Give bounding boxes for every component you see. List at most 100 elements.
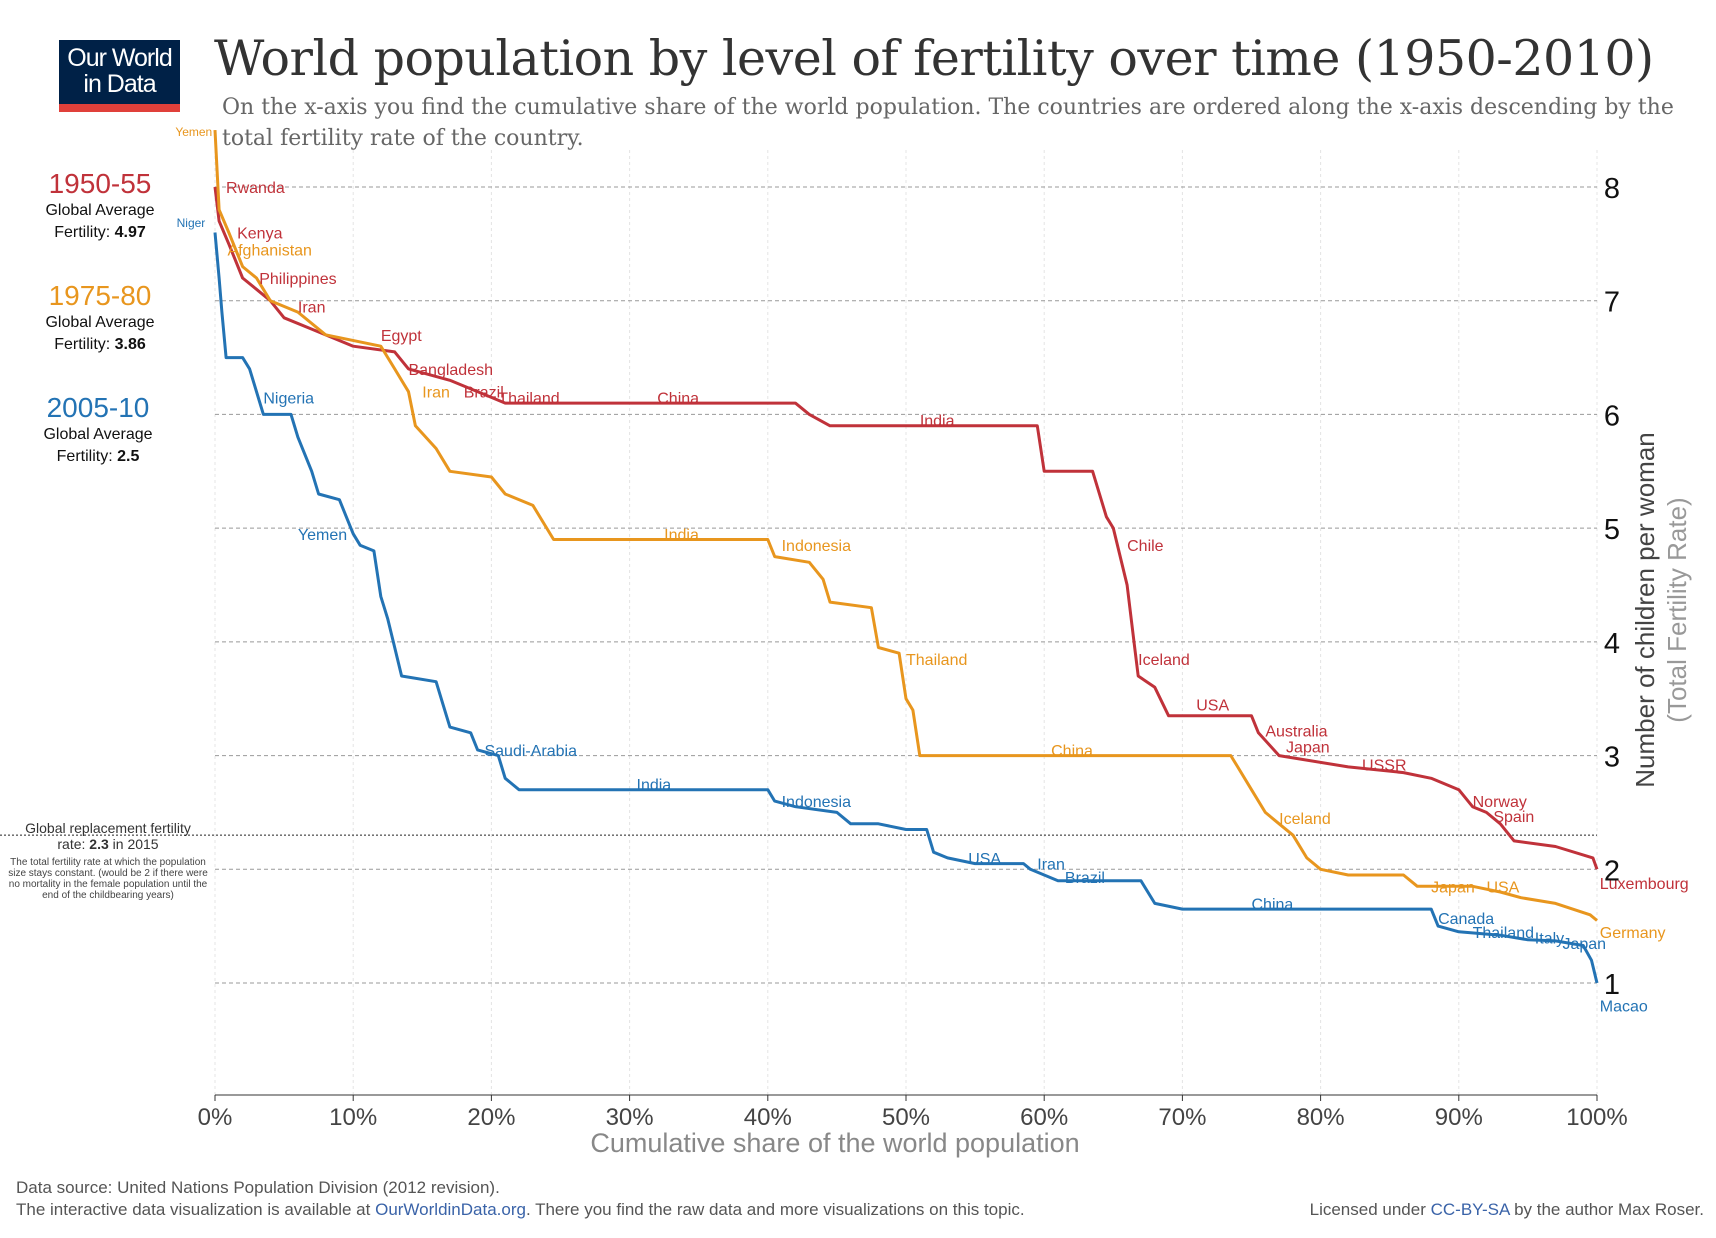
country-label: Iceland [1138, 652, 1190, 669]
grid [214, 150, 1598, 1095]
country-label: Macao [1600, 999, 1648, 1016]
y-tick-label: 6 [1604, 400, 1620, 432]
y-tick-label: 3 [1604, 742, 1620, 774]
y-tick-label: 5 [1604, 514, 1620, 546]
country-label: Iceland [1279, 811, 1331, 828]
country-label: Luxembourg [1600, 876, 1689, 893]
legend-2005: 2005-10 Global Average Fertility: 2.5 [18, 392, 178, 468]
country-label: Egypt [381, 328, 422, 345]
country-label: Germany [1600, 925, 1666, 942]
country-label: Brazil [464, 385, 504, 402]
legend-label: Fertility: [54, 336, 111, 353]
owid-link[interactable]: OurWorldinData.org [375, 1200, 526, 1219]
country-label: Norway [1473, 794, 1527, 811]
legend-1975: 1975-80 Global Average Fertility: 3.86 [20, 280, 180, 356]
country-label: India [920, 413, 955, 430]
legend-period: 2005-10 [46, 392, 150, 423]
country-label: Thailand [1473, 925, 1534, 942]
x-tick-label: 80% [1297, 1104, 1345, 1131]
y-tick-label: 2 [1604, 855, 1620, 887]
legend-label: Fertility: [56, 448, 113, 465]
country-label: Japan [1431, 879, 1475, 896]
x-tick-label: 90% [1435, 1104, 1483, 1131]
country-label: Bangladesh [408, 362, 493, 379]
legend-label: Fertility: [54, 224, 111, 241]
country-label: Australia [1265, 724, 1327, 741]
replacement-line1: Global replacement fertility [25, 820, 191, 836]
series-line-1975-80 [213, 130, 1598, 922]
x-tick-label: 70% [1158, 1104, 1206, 1131]
chart-subtitle: On the x-axis you find the cumulative sh… [222, 95, 1674, 151]
license-link[interactable]: CC-BY-SA [1430, 1200, 1510, 1219]
x-tick-label: 10% [329, 1104, 377, 1131]
country-label: Canada [1438, 911, 1494, 928]
owid-logo[interactable]: Our World in Data [59, 40, 180, 112]
legend-1950: 1950-55 Global Average Fertility: 4.97 [20, 168, 180, 244]
x-tick-label: 30% [606, 1104, 654, 1131]
footer-text-a: The interactive data visualization is av… [16, 1200, 376, 1219]
country-label: India [664, 527, 699, 544]
series-line-2005-10 [213, 232, 1599, 984]
replacement-rate-prefix: rate: [57, 836, 90, 852]
country-labels: Rwanda Kenya Philippines Iran Egypt Banglades… [175, 125, 1688, 1016]
x-tick-label: 20% [467, 1104, 515, 1131]
country-label: USSR [1362, 758, 1406, 775]
country-label: Indonesia [782, 794, 851, 811]
replacement-rate-year: in 2015 [108, 836, 159, 852]
footer-text-b: . There you find the raw data and more v… [525, 1200, 1025, 1219]
logo-line2: in Data [83, 70, 156, 98]
country-label: Iran [298, 299, 326, 316]
country-label: Indonesia [782, 538, 851, 555]
x-tick-label: 50% [882, 1104, 930, 1131]
country-label: Spain [1493, 809, 1534, 826]
country-label: Japan [1286, 739, 1330, 756]
country-label: Italy [1535, 931, 1564, 948]
x-tick-label: 40% [744, 1104, 792, 1131]
x-tick-label: 60% [1020, 1104, 1068, 1131]
replacement-rate-value: 2.3 [89, 836, 109, 852]
series-lines [213, 130, 1599, 984]
replacement-note: The total fertility rate at which the po… [8, 857, 208, 901]
country-label: Rwanda [226, 180, 285, 197]
country-label: USA [1486, 879, 1519, 896]
legend-period: 1975-80 [48, 280, 152, 311]
country-label: India [637, 777, 672, 794]
legend-value: 2.5 [117, 448, 140, 465]
country-label: Saudi-Arabia [484, 743, 577, 760]
legend-value: 4.97 [114, 224, 146, 241]
country-label: USA [1196, 697, 1229, 714]
legend-period: 1950-55 [48, 168, 152, 199]
y-axis-title: Number of children per woman [1630, 432, 1660, 788]
y-tick-label: 4 [1604, 628, 1620, 660]
license-text-a: Licensed under [1309, 1200, 1431, 1219]
legend-line1: Global Average [43, 426, 153, 443]
x-ticks: 0% 10% 20% 30% 40% 50% 60% 70% 80% 90% 100% [198, 1095, 1628, 1131]
license-text-b: by the author Max Roser. [1509, 1200, 1704, 1219]
legend-value: 3.86 [114, 336, 146, 353]
country-label: China [1252, 896, 1294, 913]
country-label: Chile [1127, 538, 1164, 555]
legend-line2: Fertility: 2.5 [18, 446, 178, 468]
country-label: Philippines [259, 271, 336, 288]
legend-line1: Global Average [45, 202, 155, 219]
country-label: Japan [1562, 936, 1606, 953]
country-label: Thailand [906, 652, 967, 669]
y-axis-subtitle: (Total Fertility Rate) [1662, 497, 1692, 722]
legend-line1: Global Average [45, 314, 155, 331]
country-label: Iran [422, 385, 450, 402]
x-tick-label: 0% [198, 1104, 233, 1131]
country-label: Nigeria [263, 390, 314, 407]
legend-line2: Fertility: 4.97 [20, 222, 180, 244]
country-label: Kenya [237, 225, 282, 242]
country-label: Yemen [175, 125, 212, 139]
license-note: Licensed under CC-BY-SA by the author Ma… [1310, 1200, 1704, 1220]
logo-line1: Our World [67, 44, 172, 72]
country-label: Brazil [1065, 870, 1105, 887]
country-label: China [657, 390, 699, 407]
logo-bar [59, 104, 180, 112]
y-ticks: 1 2 3 4 5 6 7 8 [1604, 173, 1620, 1001]
y-tick-label: 7 [1604, 287, 1620, 319]
country-label: China [1051, 743, 1093, 760]
